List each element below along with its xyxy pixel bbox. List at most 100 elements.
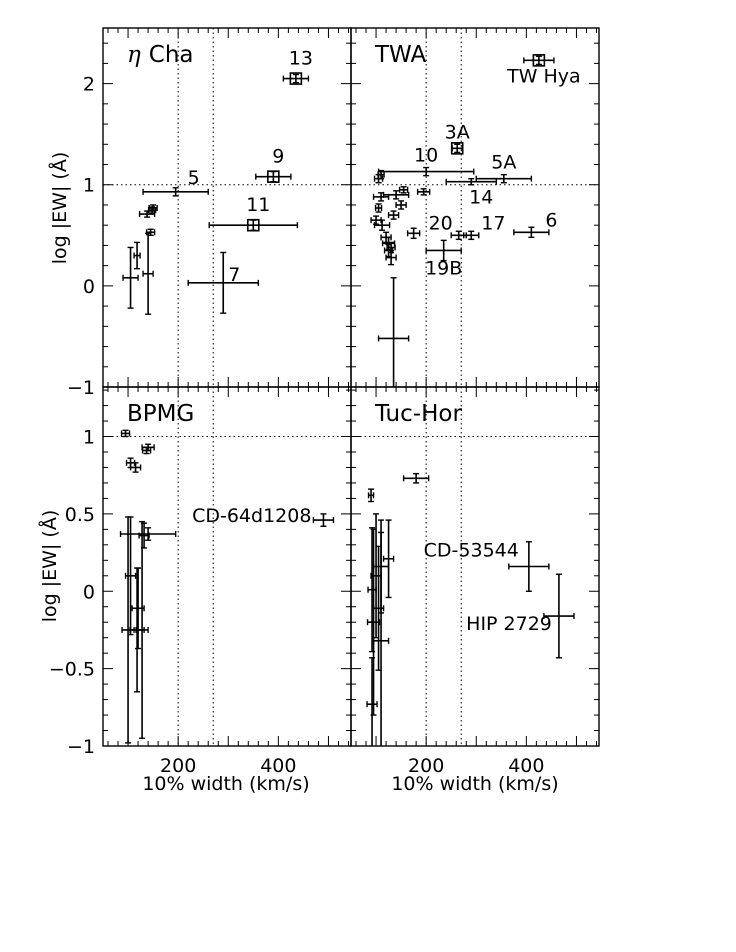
- data-point: [367, 527, 377, 653]
- data-point: [372, 545, 385, 671]
- point-label: 19B: [425, 257, 462, 279]
- point-box-marker: [450, 142, 464, 155]
- data-point: [382, 519, 395, 599]
- data-point: [367, 488, 375, 503]
- panel-title: BPMG: [127, 401, 194, 427]
- panel-frame: [102, 386, 352, 747]
- data-point: [387, 210, 400, 220]
- data-point: TW Hya: [506, 54, 581, 87]
- data-point: [145, 228, 156, 237]
- data-point: 3A: [445, 121, 470, 155]
- panel-title: TWA: [374, 42, 427, 68]
- point-label: 13: [289, 48, 313, 70]
- data-point: [385, 249, 397, 266]
- data-point: HIP 2729: [466, 573, 575, 659]
- x-axis-label-right: 10% width (km/s): [391, 773, 558, 795]
- point-label: 6: [545, 209, 557, 231]
- y-tick-label: 0.5: [65, 504, 95, 526]
- y-tick-label: 0: [83, 581, 95, 603]
- data-point: [395, 200, 407, 210]
- data-point: 19B: [425, 239, 462, 279]
- y-tick-label: −1: [67, 377, 95, 399]
- point-label: 5A: [491, 152, 516, 174]
- point-label: 7: [228, 264, 240, 286]
- data-point: [398, 186, 409, 194]
- panel-tuc-hor: 200 400 Tuc-Hor CD-53544 HIP 2729: [350, 386, 600, 777]
- data-point: [377, 277, 410, 387]
- point-label: 11: [246, 194, 270, 216]
- data-point: [406, 227, 421, 240]
- data-point: [416, 188, 431, 196]
- panel-frame: [350, 386, 600, 747]
- point-label: 17: [481, 212, 505, 234]
- y-axis-label-bottom: log |EW| (Å): [38, 510, 61, 622]
- data-point: 5A: [475, 152, 533, 184]
- x-tick-label: 200: [408, 755, 444, 777]
- panel-title: η Cha: [127, 42, 194, 68]
- data-point: [366, 657, 378, 746]
- data-point: 17: [463, 212, 505, 241]
- point-box-marker: [267, 170, 280, 183]
- data-point: 11: [208, 194, 299, 232]
- data-point: 20: [429, 212, 467, 241]
- point-label: CD-53544: [424, 540, 519, 562]
- data-point: CD-64d1208: [192, 505, 335, 527]
- x-tick-label: 400: [260, 755, 296, 777]
- data-point: 7: [187, 251, 260, 314]
- panel-bpmg: 200 400 1 0.5 0 −0.5 −1 BPMG CD-64d1208: [49, 386, 352, 777]
- panel-eta-cha: 2 1 0 −1 η Cha 13 9 11 5 7: [67, 27, 352, 399]
- point-box-marker: [289, 72, 303, 85]
- data-point: 9: [255, 146, 292, 183]
- data-point: CD-53544: [424, 540, 550, 592]
- data-point: [373, 173, 384, 184]
- y-tick-label: 0: [83, 276, 95, 298]
- data-point: 6: [513, 209, 557, 239]
- y-tick-label: −0.5: [49, 659, 95, 681]
- data-point: [133, 241, 141, 270]
- point-label: CD-64d1208: [192, 505, 311, 527]
- panel-twa: TWA TW Hya 3A 10 5A 14 6 17 20 19B: [350, 27, 600, 388]
- y-tick-label: 1: [83, 175, 95, 197]
- point-label: TW Hya: [506, 65, 581, 87]
- data-point: [129, 462, 142, 473]
- x-axis-label-left: 10% width (km/s): [142, 773, 309, 795]
- point-label: 20: [429, 212, 453, 234]
- data-point: [373, 219, 391, 231]
- point-box-marker: [247, 218, 260, 232]
- point-label: 3A: [445, 121, 470, 143]
- point-label: 14: [469, 187, 493, 209]
- point-label: 9: [272, 146, 284, 168]
- data-point: [120, 429, 131, 438]
- panel-frame: [102, 27, 352, 388]
- data-point: 5: [142, 167, 209, 197]
- data-point: [142, 232, 154, 315]
- data-point: 10: [377, 145, 475, 177]
- data-point: [141, 446, 152, 455]
- data-point: 13: [282, 48, 313, 85]
- data-point: [402, 472, 430, 484]
- data-point: [372, 192, 390, 202]
- y-tick-label: 2: [83, 74, 95, 96]
- data-point: 14: [445, 177, 497, 209]
- y-tick-label: −1: [67, 736, 95, 758]
- data-point: [119, 527, 177, 541]
- y-axis-label-top: log |EW| (Å): [48, 152, 71, 264]
- data-point: [138, 210, 156, 218]
- point-label: 5: [188, 167, 200, 189]
- panel-title: Tuc-Hor: [374, 401, 462, 427]
- data-point: [138, 522, 150, 549]
- data-point: [122, 246, 139, 309]
- point-box-marker: [532, 54, 546, 67]
- data-point: [135, 520, 149, 739]
- point-label: 10: [414, 145, 438, 167]
- y-tick-label: 1: [83, 427, 95, 449]
- x-tick-label: 400: [508, 755, 544, 777]
- point-label: HIP 2729: [466, 613, 552, 635]
- x-tick-label: 200: [160, 755, 196, 777]
- data-point: [374, 203, 383, 213]
- data-point: [382, 190, 410, 200]
- data-point: [366, 528, 381, 716]
- data-point: [372, 531, 390, 746]
